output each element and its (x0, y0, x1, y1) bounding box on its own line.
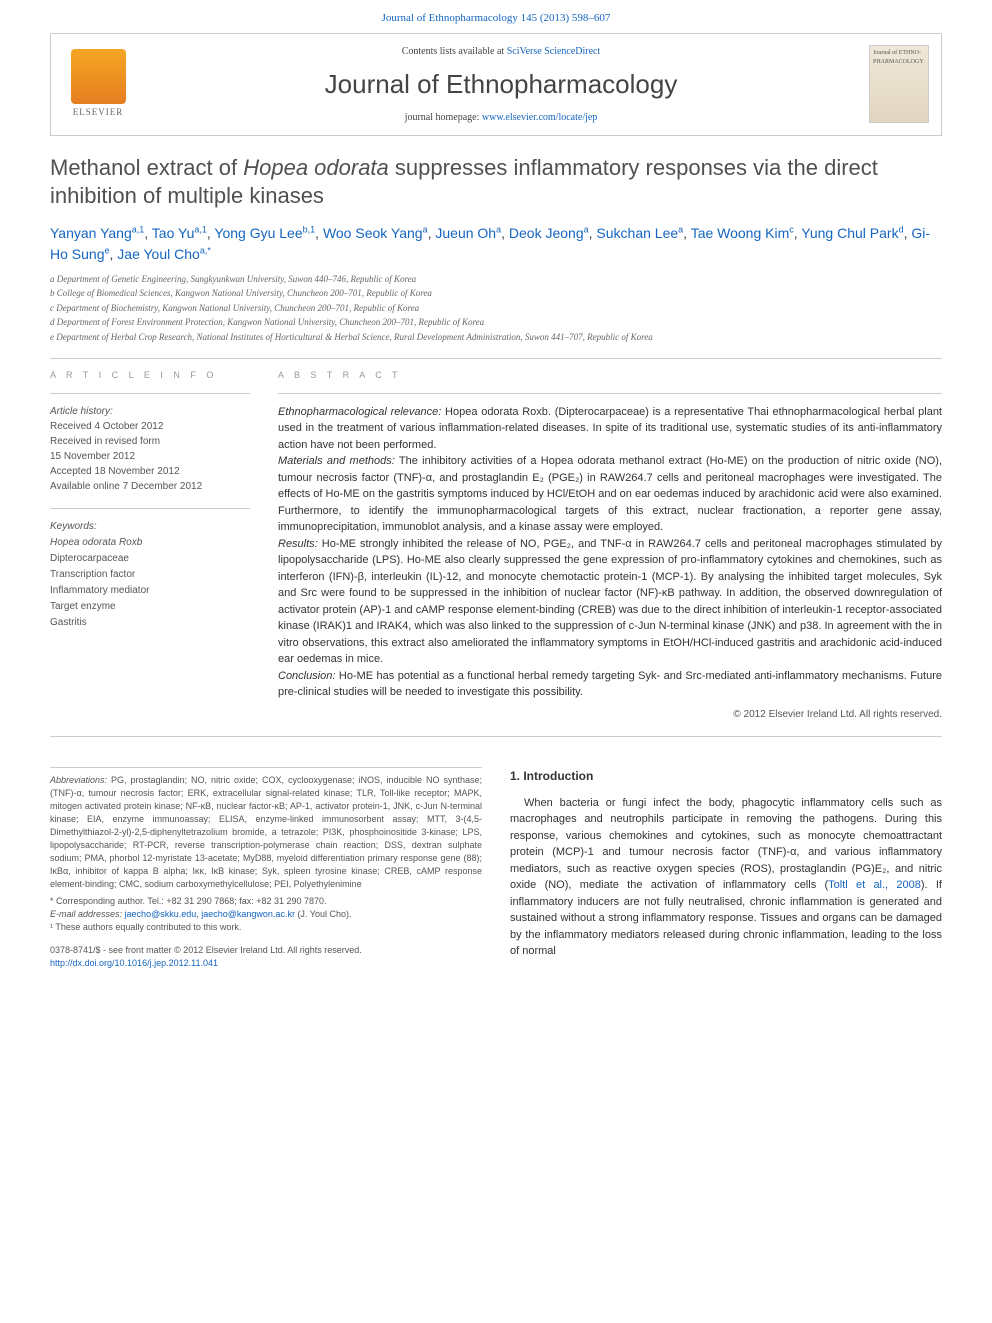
author-link[interactable]: Yong Gyu Lee (214, 225, 302, 241)
abs-results-text: Ho-ME strongly inhibited the release of … (278, 538, 942, 666)
abs-conclusion-text: Ho-ME has potential as a functional herb… (278, 670, 942, 699)
author-link[interactable]: Yanyan Yang (50, 225, 132, 241)
abstract-head: A B S T R A C T (278, 369, 942, 383)
keyword: Dipterocarpaceae (50, 551, 250, 567)
intro-heading: 1. Introduction (510, 767, 942, 785)
citation-header: Journal of Ethnopharmacology 145 (2013) … (0, 0, 992, 33)
history-online: Available online 7 December 2012 (50, 479, 250, 494)
history-received: Received 4 October 2012 (50, 419, 250, 434)
author-link[interactable]: Sukchan Lee (596, 225, 678, 241)
doi-link[interactable]: http://dx.doi.org/10.1016/j.jep.2012.11.… (50, 958, 218, 968)
affiliation-line: d Department of Forest Environment Prote… (50, 316, 942, 330)
homepage-prefix: journal homepage: (405, 112, 482, 123)
elsevier-logo: ELSEVIER (63, 44, 133, 124)
divider (50, 393, 250, 394)
divider (50, 736, 942, 737)
history-label: Article history: (50, 404, 250, 419)
article-history: Article history: Received 4 October 2012… (50, 404, 250, 494)
homepage-link[interactable]: www.elsevier.com/locate/jep (482, 112, 597, 123)
footer-line1: 0378-8741/$ - see front matter © 2012 El… (50, 944, 482, 957)
footer-rights: 0378-8741/$ - see front matter © 2012 El… (50, 944, 482, 970)
contents-line: Contents lists available at SciVerse Sci… (133, 44, 869, 59)
title-pre: Methanol extract of (50, 155, 243, 180)
article-info-head: A R T I C L E I N F O (50, 369, 250, 383)
history-accepted: Accepted 18 November 2012 (50, 464, 250, 479)
author-link[interactable]: Yung Chul Park (801, 225, 898, 241)
abbreviations: Abbreviations: PG, prostaglandin; NO, ni… (50, 767, 482, 891)
abs-ethno-label: Ethnopharmacological relevance: (278, 406, 441, 418)
abbrev-label: Abbreviations: (50, 775, 107, 785)
intro-text: When bacteria or fungi infect the body, … (510, 797, 942, 892)
keyword: Hopea odorata Roxb (50, 535, 250, 551)
keywords-block: Keywords: Hopea odorata RoxbDipterocarpa… (50, 519, 250, 631)
author-link[interactable]: Tae Woong Kim (691, 225, 790, 241)
article-title: Methanol extract of Hopea odorata suppre… (50, 154, 942, 211)
keyword: Target enzyme (50, 599, 250, 615)
keyword: Gastritis (50, 615, 250, 631)
corr-email-suffix: (J. Youl Cho). (295, 909, 352, 919)
citation-link[interactable]: Toltl et al., 2008 (828, 879, 921, 891)
elsevier-tree-icon (71, 49, 126, 104)
corr-contrib: ¹ These authors equally contributed to t… (50, 921, 482, 934)
abs-methods-label: Materials and methods: (278, 455, 395, 467)
affiliation-line: a Department of Genetic Engineering, Sun… (50, 273, 942, 287)
author-link[interactable]: Jueun Oh (435, 225, 496, 241)
journal-name: Journal of Ethnopharmacology (133, 65, 869, 104)
author-link[interactable]: Jae Youl Cho (117, 246, 200, 262)
affiliation-line: e Department of Herbal Crop Research, Na… (50, 331, 942, 345)
corresponding-author: * Corresponding author. Tel.: +82 31 290… (50, 895, 482, 934)
abstract-body: Ethnopharmacological relevance: Hopea od… (278, 404, 942, 701)
history-revised: Received in revised form (50, 434, 250, 449)
journal-header: ELSEVIER Contents lists available at Sci… (50, 33, 942, 136)
history-revised-date: 15 November 2012 (50, 449, 250, 464)
homepage-line: journal homepage: www.elsevier.com/locat… (133, 110, 869, 125)
author-link[interactable]: Woo Seok Yang (323, 225, 423, 241)
corr-email-link-2[interactable]: jaecho@kangwon.ac.kr (201, 909, 295, 919)
corr-email-label: E-mail addresses: (50, 909, 122, 919)
intro-body: When bacteria or fungi infect the body, … (510, 795, 942, 960)
author-link[interactable]: Deok Jeong (509, 225, 584, 241)
divider (50, 508, 250, 509)
sciencedirect-link[interactable]: SciVerse ScienceDirect (507, 46, 601, 57)
author-link[interactable]: Tao Yu (152, 225, 195, 241)
abs-results-label: Results: (278, 538, 318, 550)
title-species: Hopea odorata (243, 155, 389, 180)
contents-prefix: Contents lists available at (402, 46, 507, 57)
elsevier-text: ELSEVIER (73, 106, 124, 120)
divider (50, 358, 942, 359)
copyright: © 2012 Elsevier Ireland Ltd. All rights … (278, 707, 942, 722)
affiliation-line: b College of Biomedical Sciences, Kangwo… (50, 287, 942, 301)
keyword: Transcription factor (50, 567, 250, 583)
affiliations: a Department of Genetic Engineering, Sun… (50, 273, 942, 345)
abbrev-text: PG, prostaglandin; NO, nitric oxide; COX… (50, 775, 482, 889)
keywords-label: Keywords: (50, 519, 250, 535)
affiliation-line: c Department of Biochemistry, Kangwon Na… (50, 302, 942, 316)
corr-tel: * Corresponding author. Tel.: +82 31 290… (50, 895, 482, 908)
authors-list: Yanyan Yanga,1, Tao Yua,1, Yong Gyu Leeb… (50, 223, 942, 265)
abs-conclusion-label: Conclusion: (278, 670, 335, 682)
divider (278, 393, 942, 394)
corr-email-link-1[interactable]: jaecho@skku.edu (125, 909, 197, 919)
keyword: Inflammatory mediator (50, 583, 250, 599)
journal-cover-thumbnail: Journal of ETHNO-PHARMACOLOGY (869, 45, 929, 123)
